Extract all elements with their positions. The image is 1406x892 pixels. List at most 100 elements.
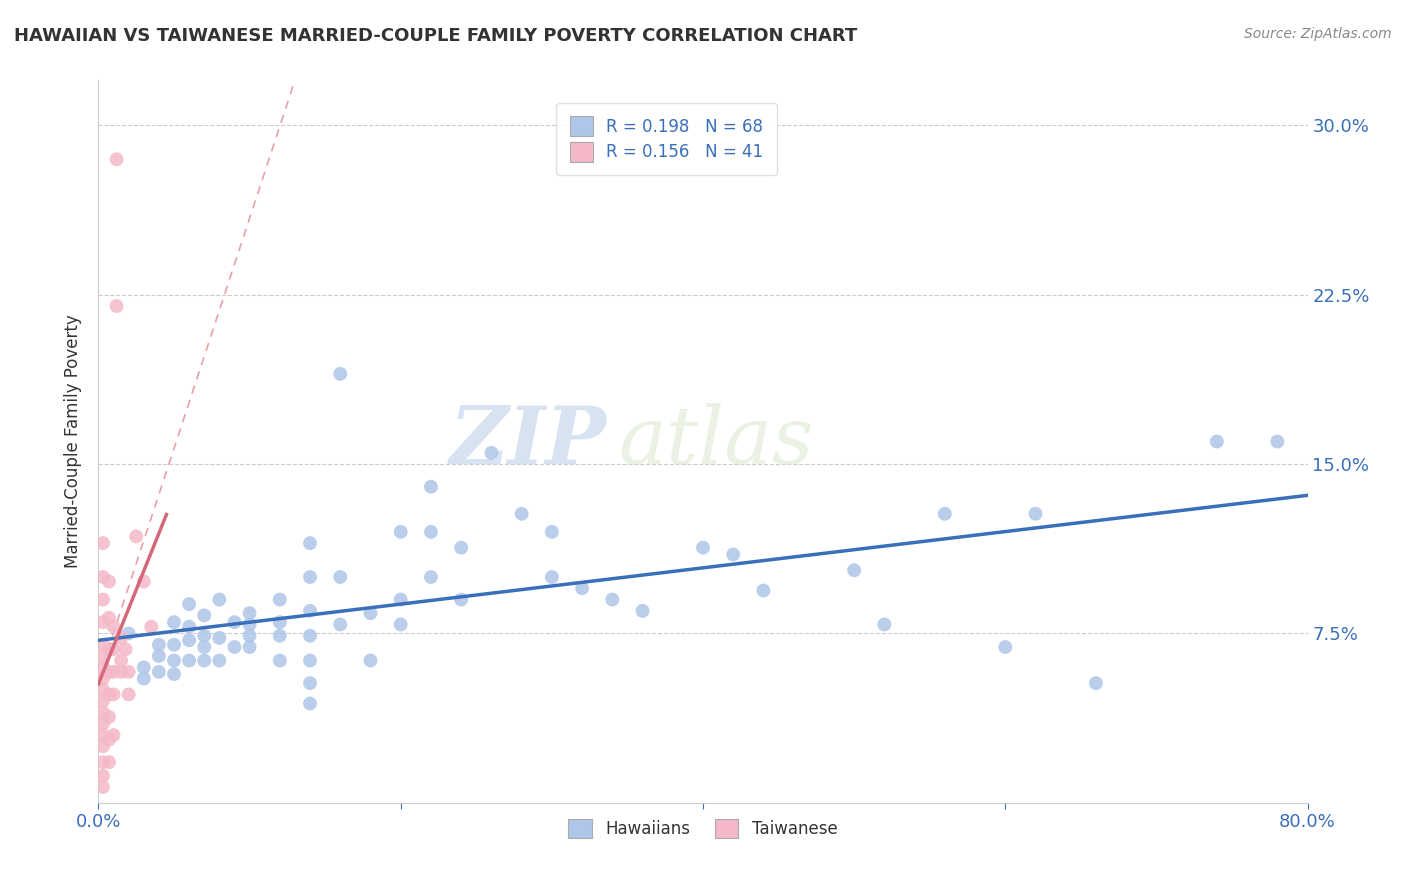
Point [91, 682, 114, 697]
Point [1206, 434, 1229, 449]
Point [299, 536, 322, 550]
Point [125, 529, 148, 543]
Text: Source: ZipAtlas.com: Source: ZipAtlas.com [1244, 27, 1392, 41]
Legend: Hawaiians, Taiwanese: Hawaiians, Taiwanese [562, 813, 844, 845]
Point [193, 654, 215, 668]
Y-axis label: Married-Couple Family Poverty: Married-Couple Family Poverty [63, 315, 82, 568]
Point [148, 638, 170, 652]
Point [299, 654, 322, 668]
Point [389, 524, 412, 539]
Point [91, 780, 114, 794]
Point [934, 507, 956, 521]
Point [329, 617, 352, 632]
Point [91, 739, 114, 754]
Point [103, 665, 125, 679]
Point [723, 548, 745, 562]
Point [299, 604, 322, 618]
Point [571, 582, 593, 596]
Point [193, 640, 215, 654]
Point [994, 640, 1017, 654]
Point [450, 541, 472, 555]
Point [193, 608, 215, 623]
Point [132, 574, 155, 589]
Point [239, 629, 262, 643]
Point [132, 660, 155, 674]
Point [1267, 434, 1289, 449]
Point [752, 583, 775, 598]
Text: HAWAIIAN VS TAIWANESE MARRIED-COUPLE FAMILY POVERTY CORRELATION CHART: HAWAIIAN VS TAIWANESE MARRIED-COUPLE FAM… [14, 27, 858, 45]
Point [98, 665, 121, 679]
Point [114, 642, 136, 657]
Point [179, 620, 201, 634]
Point [179, 597, 201, 611]
Point [631, 604, 654, 618]
Point [540, 524, 562, 539]
Point [91, 694, 114, 708]
Point [208, 654, 231, 668]
Point [481, 446, 503, 460]
Point [91, 660, 114, 674]
Point [329, 570, 352, 584]
Point [91, 615, 114, 630]
Point [208, 592, 231, 607]
Point [98, 642, 121, 657]
Point [224, 640, 246, 654]
Point [98, 574, 121, 589]
Point [91, 769, 114, 783]
Point [141, 620, 163, 634]
Point [239, 640, 262, 654]
Point [329, 367, 352, 381]
Point [148, 665, 170, 679]
Point [118, 665, 141, 679]
Point [110, 665, 132, 679]
Point [118, 626, 141, 640]
Point [91, 716, 114, 731]
Point [299, 697, 322, 711]
Point [110, 654, 132, 668]
Point [91, 648, 114, 663]
Point [179, 654, 201, 668]
Text: ZIP: ZIP [450, 403, 606, 480]
Point [360, 654, 382, 668]
Point [163, 654, 186, 668]
Point [193, 629, 215, 643]
Point [1085, 676, 1108, 690]
Point [98, 710, 121, 724]
Point [110, 631, 132, 645]
Point [91, 755, 114, 769]
Point [105, 299, 128, 313]
Point [239, 617, 262, 632]
Point [844, 563, 866, 577]
Point [91, 706, 114, 720]
Text: atlas: atlas [619, 403, 814, 480]
Point [299, 629, 322, 643]
Point [420, 570, 443, 584]
Point [360, 606, 382, 620]
Point [103, 642, 125, 657]
Point [91, 638, 114, 652]
Point [299, 676, 322, 690]
Point [224, 615, 246, 630]
Point [1024, 507, 1046, 521]
Point [91, 672, 114, 686]
Point [450, 592, 472, 607]
Point [103, 620, 125, 634]
Point [420, 480, 443, 494]
Point [269, 615, 291, 630]
Point [389, 592, 412, 607]
Point [98, 732, 121, 747]
Point [269, 629, 291, 643]
Point [420, 524, 443, 539]
Point [208, 631, 231, 645]
Point [91, 536, 114, 550]
Point [179, 633, 201, 648]
Point [132, 672, 155, 686]
Point [163, 667, 186, 681]
Point [239, 606, 262, 620]
Point [98, 610, 121, 624]
Point [91, 570, 114, 584]
Point [163, 615, 186, 630]
Point [91, 728, 114, 742]
Point [163, 638, 186, 652]
Point [269, 654, 291, 668]
